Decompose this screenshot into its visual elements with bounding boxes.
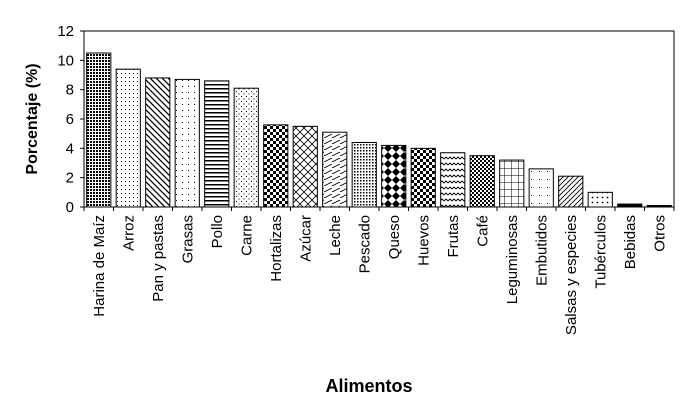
x-category-label: Salsas y especies xyxy=(563,215,580,335)
x-category-label: Pan y pastas xyxy=(150,215,167,302)
bar-pescado xyxy=(351,141,377,208)
x-category-label: Tubérculos xyxy=(592,215,609,289)
x-category-label: Leche xyxy=(327,215,344,256)
bar-arroz xyxy=(115,68,141,208)
x-category-label: Queso xyxy=(386,215,403,259)
y-axis-title: Porcentaje (%) xyxy=(24,63,41,174)
y-tick-label: 4 xyxy=(66,140,74,157)
y-tick-label: 10 xyxy=(57,52,74,69)
bar-series xyxy=(86,52,672,208)
bar-frutas xyxy=(440,152,466,208)
bar-pan-y-pastas xyxy=(145,77,171,208)
x-category-label: Arroz xyxy=(120,215,137,251)
bar-otros xyxy=(646,205,672,208)
x-axis-title: Alimentos xyxy=(325,376,412,396)
y-tick-label: 0 xyxy=(66,199,74,216)
bar-tubérculos xyxy=(587,191,613,208)
y-tick-label: 8 xyxy=(66,82,74,99)
bar-salsas-y-especies xyxy=(558,175,584,208)
x-category-label: Pollo xyxy=(209,215,226,248)
y-tick-label: 6 xyxy=(66,111,74,128)
x-category-label: Hortalizas xyxy=(268,215,285,282)
x-category-label: Café xyxy=(474,215,491,247)
bar-café xyxy=(469,155,495,208)
y-axis: 0 2 4 6 8 10 12 xyxy=(57,23,84,216)
bar-huevos xyxy=(410,147,436,208)
y-tick-label: 12 xyxy=(57,23,74,40)
bar-azúcar xyxy=(292,125,318,208)
bar-pollo xyxy=(204,80,230,208)
y-tick-label: 2 xyxy=(66,170,74,187)
bar-queso xyxy=(381,144,407,208)
bar-leguminosas xyxy=(499,159,525,208)
bar-bebidas xyxy=(617,203,643,208)
x-category-label: Azúcar xyxy=(297,215,314,262)
x-category-label: Carne xyxy=(238,215,255,256)
x-category-label: Harina de Maíz xyxy=(91,215,108,317)
x-category-label: Bebidas xyxy=(622,215,639,269)
x-category-label: Huevos xyxy=(415,215,432,266)
x-category-label: Leguminosas xyxy=(504,215,521,304)
x-category-label: Pescado xyxy=(356,215,373,273)
x-category-label: Grasas xyxy=(179,215,196,263)
x-category-label: Frutas xyxy=(445,215,462,258)
bar-grasas xyxy=(174,78,200,208)
x-category-label: Otros xyxy=(651,215,668,252)
bar-harina-de-maíz xyxy=(86,52,112,208)
bar-embutidos xyxy=(528,168,554,208)
bar-carne xyxy=(233,87,259,208)
plot-frame xyxy=(83,30,675,208)
bar-leche xyxy=(322,131,348,208)
x-category-label: Embutidos xyxy=(533,215,550,286)
x-axis: Harina de Maíz Arroz Pan y pastas Grasas Pol… xyxy=(83,207,675,335)
bar-hortalizas xyxy=(263,124,289,208)
